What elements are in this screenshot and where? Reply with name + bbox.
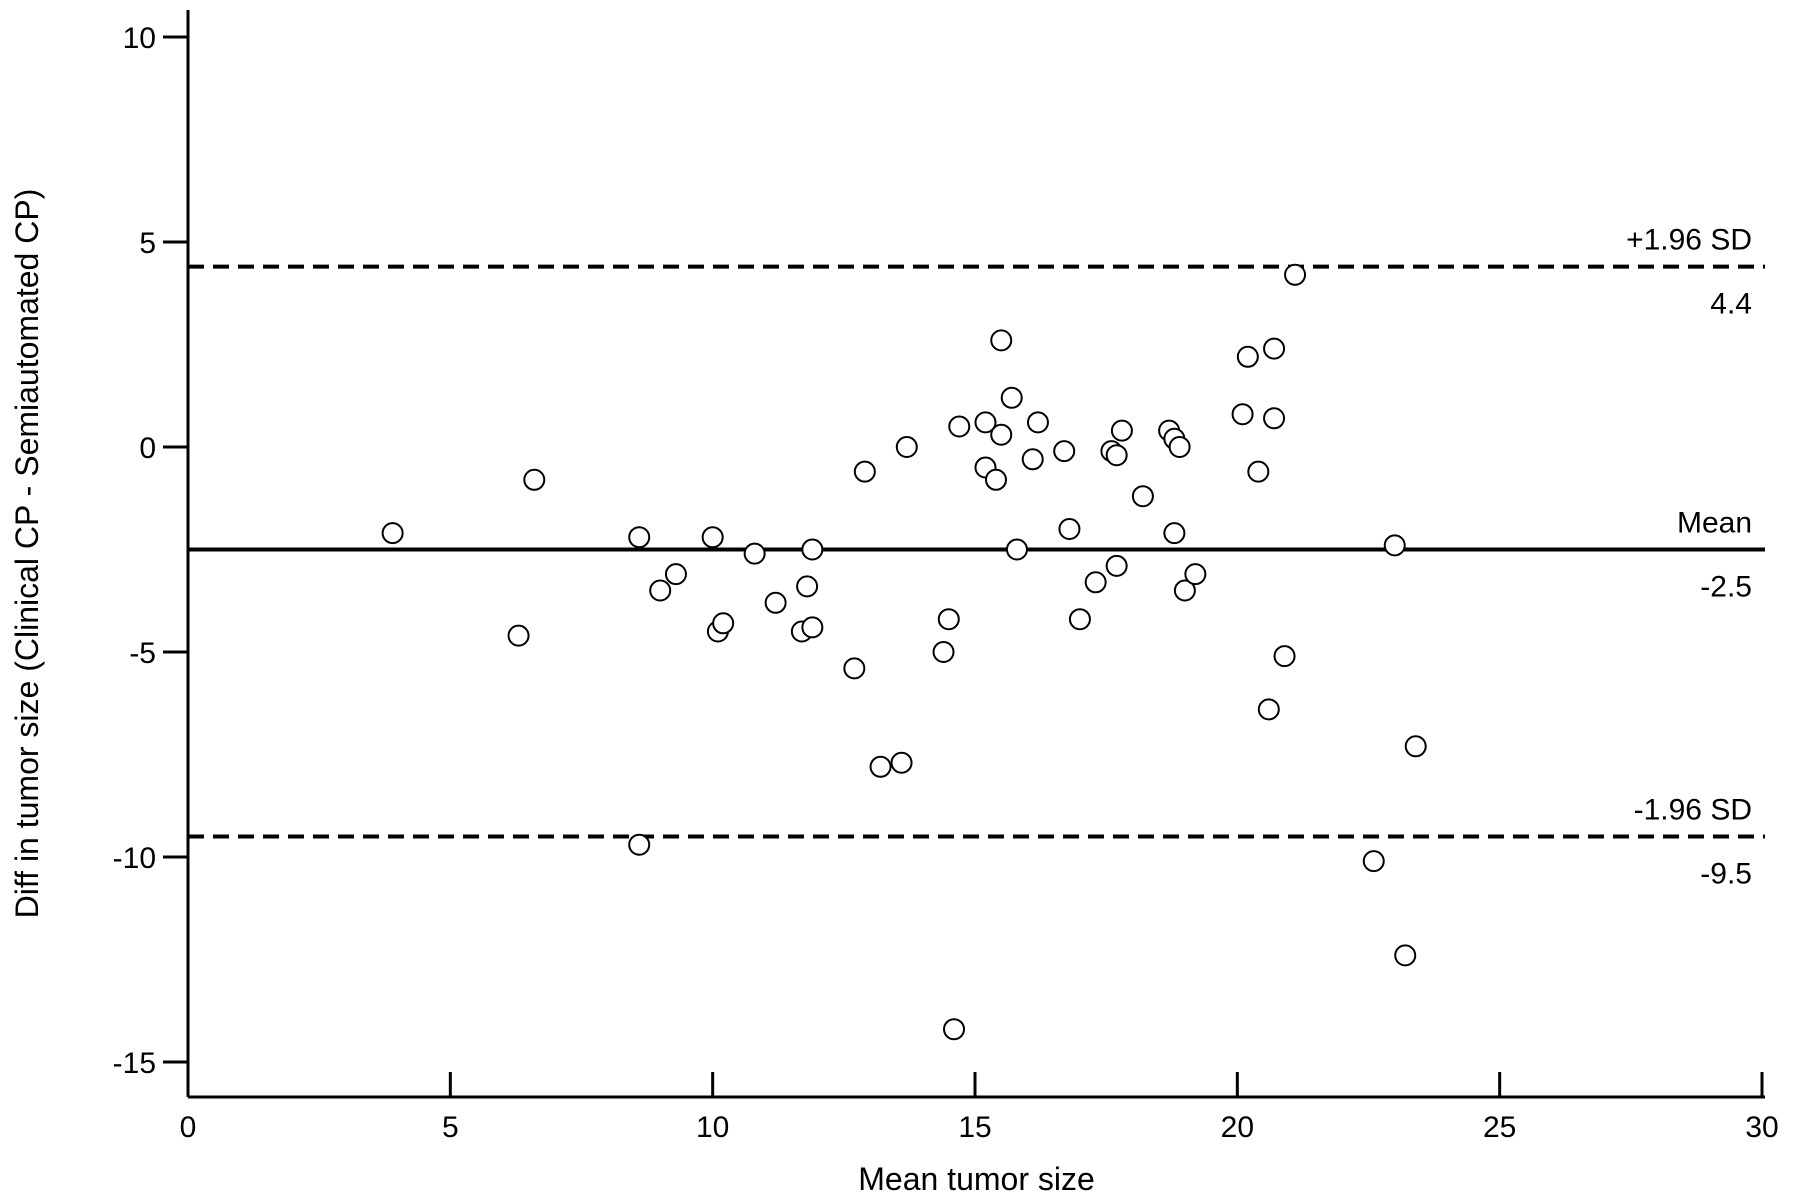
data-point (801, 538, 824, 561)
y-tick-label: -10 (113, 842, 156, 875)
x-tick-label: 10 (696, 1111, 729, 1144)
data-point (1284, 263, 1307, 286)
data-point (628, 526, 651, 549)
data-point (523, 468, 546, 491)
data-point (990, 423, 1013, 446)
x-tick-label: 30 (1745, 1111, 1778, 1144)
data-point (895, 436, 918, 458)
data-point (701, 526, 724, 549)
data-point (1236, 345, 1259, 368)
data-point (1021, 448, 1044, 471)
x-tick-label: 0 (180, 1111, 197, 1144)
data-point (948, 415, 971, 438)
data-point (1058, 518, 1081, 540)
data-point (664, 563, 687, 586)
data-point (1394, 944, 1417, 967)
data-point (1000, 386, 1023, 409)
reference-line-name: +1.96 SD (1626, 224, 1752, 257)
data-point (1068, 608, 1091, 631)
data-point (1362, 850, 1385, 873)
data-point (943, 1018, 966, 1041)
data-point (890, 751, 913, 774)
data-point (1084, 571, 1107, 594)
data-point (1005, 538, 1028, 561)
data-point (932, 641, 955, 663)
axes: -15 -10 -5 0 5 10 0 5 10 15 20 25 30 (113, 10, 1779, 1144)
reference-line-value: 4.4 (1710, 288, 1752, 321)
data-point (869, 755, 892, 778)
data-point (1263, 337, 1286, 360)
data-point (1273, 645, 1296, 668)
data-point (1053, 440, 1076, 463)
data-point (984, 468, 1007, 491)
data-point (990, 329, 1013, 352)
data-point (974, 411, 997, 434)
data-point (628, 833, 651, 856)
data-point (1263, 407, 1286, 430)
reference-line-value: -2.5 (1700, 571, 1752, 604)
data-points (381, 263, 1427, 1041)
data-point (1383, 534, 1406, 557)
data-point (1110, 419, 1133, 442)
y-axis-title: Diff in tumor size (Clinical CP - Semiau… (9, 189, 45, 919)
data-point (796, 575, 819, 598)
data-point (1026, 411, 1049, 434)
data-point (1131, 485, 1154, 508)
y-tick-label: -5 (129, 637, 156, 670)
data-point (507, 624, 530, 647)
reference-line-name: -1.96 SD (1634, 794, 1752, 827)
reference-line-value: -9.5 (1700, 858, 1752, 891)
x-axis-title: Mean tumor size (858, 1161, 1095, 1197)
data-point (743, 542, 766, 565)
y-tick-label: 5 (139, 227, 156, 260)
data-point (1247, 460, 1270, 483)
y-tick-label: 10 (123, 22, 156, 55)
data-point (712, 612, 735, 635)
data-point (801, 616, 824, 639)
x-tick-label: 15 (958, 1111, 991, 1144)
data-point (1105, 444, 1128, 467)
data-point (764, 591, 787, 614)
reference-lines: +1.96 SD 4.4 Mean -2.5 -1.96 SD -9.5 (188, 224, 1765, 891)
data-point (381, 522, 404, 545)
data-point (853, 460, 876, 483)
data-point (843, 657, 866, 680)
data-point (1231, 403, 1254, 426)
data-point (1404, 735, 1427, 758)
y-tick-label: 0 (139, 432, 156, 465)
data-point (649, 579, 672, 602)
data-point (1105, 554, 1128, 577)
data-point (1163, 522, 1186, 545)
reference-line-name: Mean (1677, 507, 1752, 540)
data-point (1257, 698, 1280, 721)
x-tick-label: 25 (1483, 1111, 1516, 1144)
data-point (1168, 436, 1191, 458)
y-tick-label: -15 (113, 1047, 156, 1080)
data-point (1184, 563, 1207, 586)
data-point (1173, 579, 1196, 602)
x-tick-label: 20 (1221, 1111, 1254, 1144)
x-tick-label: 5 (442, 1111, 459, 1144)
data-point (937, 608, 960, 631)
